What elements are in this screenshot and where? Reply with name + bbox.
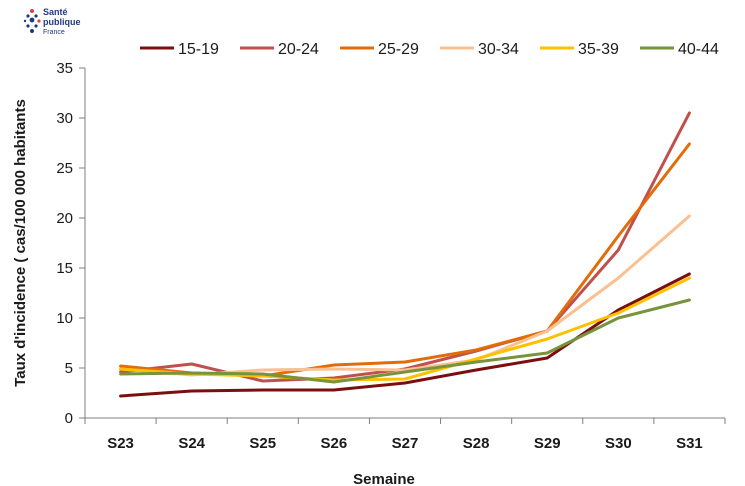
y-axis-label: Taux d'incidence ( cas/100 000 habitants [12,99,29,387]
logo-mark-icon [23,9,41,33]
y-ticks: 0 5 10 15 20 25 30 35 [56,60,85,427]
legend-label: 15-19 [178,41,219,58]
y-tick-label: 30 [56,110,73,127]
legend-label: 40-44 [678,41,719,58]
brand-line-1: Santé [43,7,68,17]
chart-series [119,111,691,398]
series-line-30-34 [119,214,691,377]
legend-label: 20-24 [278,41,319,58]
x-tick-label: S27 [392,435,419,452]
y-tick-label: 20 [56,210,73,227]
x-tick-label: S29 [534,435,561,452]
legend-label: 30-34 [478,41,519,58]
x-tick-label: S28 [463,435,490,452]
x-tick-label: S23 [107,435,134,452]
x-axis-label: Semaine [353,471,415,486]
series-line-20-24 [119,111,691,383]
y-tick-label: 25 [56,160,73,177]
legend-label: 35-39 [578,41,619,58]
x-ticks: S23 S24 S25 S26 S27 S28 S29 S30 S31 [84,418,726,452]
y-tick-label: 15 [56,260,73,277]
y-tick-label: 10 [56,310,73,327]
x-tick-label: S25 [249,435,276,452]
y-tick-label: 0 [65,410,73,427]
series-line-35-39 [119,276,691,382]
series-line-25-29 [119,142,691,378]
chart-legend: 15-19 20-24 25-29 30-34 35-39 40-44 [140,41,719,58]
x-tick-label: S30 [605,435,632,452]
chart-axes [84,68,725,419]
brand-logo: Santé publique France [23,7,81,36]
y-tick-label: 35 [56,60,73,77]
brand-line-2: publique [43,17,81,27]
x-tick-label: S24 [178,435,205,452]
brand-line-3: France [43,29,65,36]
y-tick-label: 5 [65,360,73,377]
legend-label: 25-29 [378,41,419,58]
x-tick-label: S31 [676,435,703,452]
x-tick-label: S26 [321,435,348,452]
